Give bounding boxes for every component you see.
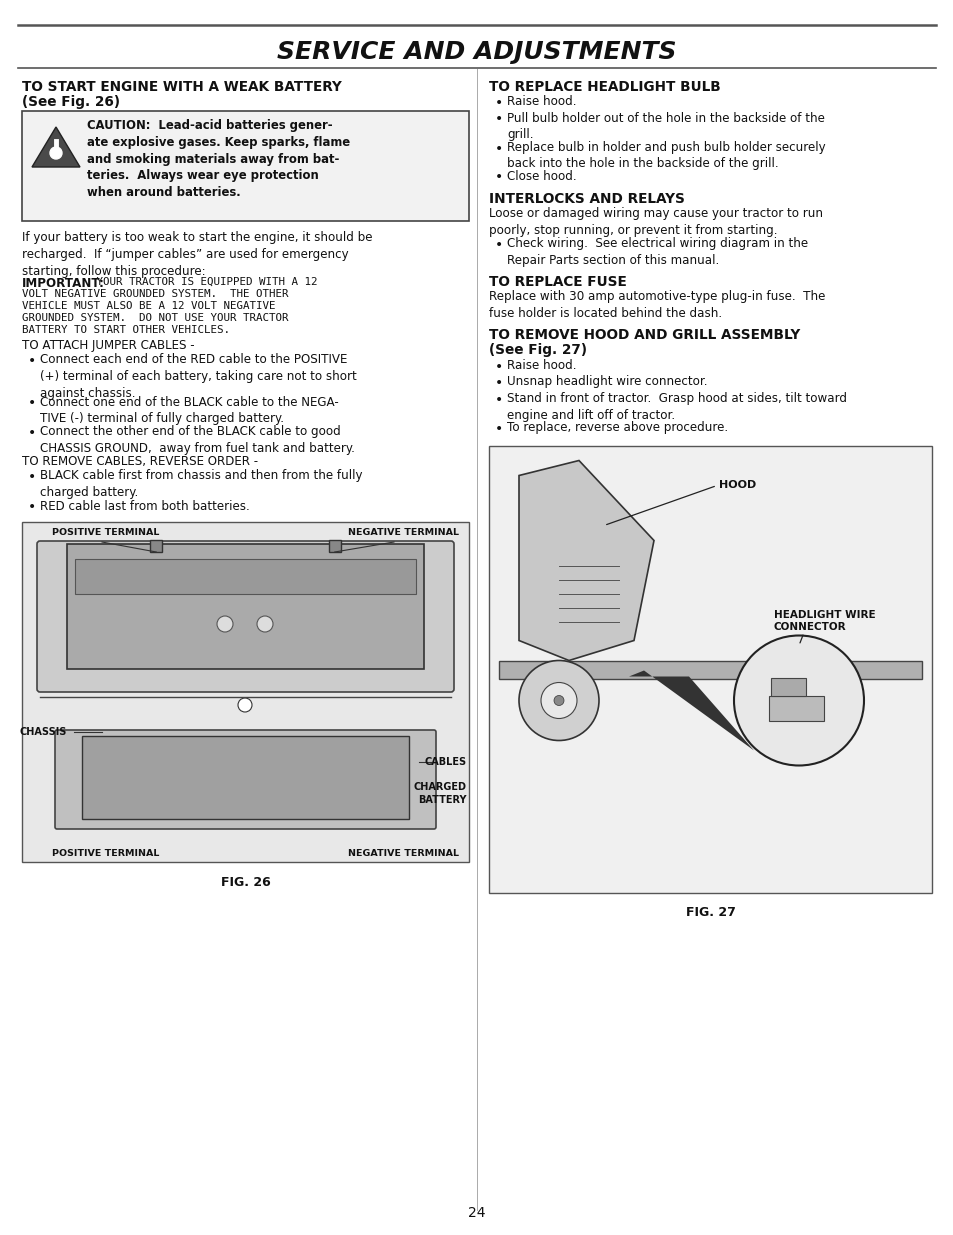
Text: Replace bulb in holder and push bulb holder securely
back into the hole in the b: Replace bulb in holder and push bulb hol… (506, 141, 824, 170)
Text: If your battery is too weak to start the engine, it should be
recharged.  If “ju: If your battery is too weak to start the… (22, 231, 372, 278)
Bar (329, 540, 340, 552)
FancyBboxPatch shape (55, 730, 436, 829)
Text: VEHICLE MUST ALSO BE A 12 VOLT NEGATIVE: VEHICLE MUST ALSO BE A 12 VOLT NEGATIVE (22, 301, 275, 311)
Text: CHASSIS: CHASSIS (20, 727, 68, 737)
Text: Stand in front of tractor.  Grasp hood at sides, tilt toward
engine and lift off: Stand in front of tractor. Grasp hood at… (506, 391, 846, 422)
Text: VOLT NEGATIVE GROUNDED SYSTEM.  THE OTHER: VOLT NEGATIVE GROUNDED SYSTEM. THE OTHER (22, 289, 288, 299)
Text: GROUNDED SYSTEM.  DO NOT USE YOUR TRACTOR: GROUNDED SYSTEM. DO NOT USE YOUR TRACTOR (22, 312, 288, 324)
Bar (22, 522, 469, 862)
Text: FIG. 27: FIG. 27 (685, 906, 735, 920)
Text: RED cable last from both batteries.: RED cable last from both batteries. (40, 499, 250, 513)
Text: NEGATIVE TERMINAL: NEGATIVE TERMINAL (348, 529, 458, 537)
Text: Connect the other end of the BLACK cable to good
CHASSIS GROUND,  away from fuel: Connect the other end of the BLACK cable… (40, 426, 355, 456)
Circle shape (237, 698, 252, 713)
Circle shape (518, 661, 598, 741)
Bar (498, 661, 921, 678)
Text: •: • (495, 377, 503, 390)
Text: CHARGED: CHARGED (414, 782, 467, 792)
Bar (82, 736, 409, 819)
Text: Close hood.: Close hood. (506, 169, 576, 183)
Text: 24: 24 (468, 1207, 485, 1220)
Text: BLACK cable first from chassis and then from the fully
charged battery.: BLACK cable first from chassis and then … (40, 469, 362, 499)
Text: Replace with 30 amp automotive-type plug-in fuse.  The
fuse holder is located be: Replace with 30 amp automotive-type plug… (489, 290, 824, 320)
Text: Connect each end of the RED cable to the POSITIVE
(+) terminal of each battery, : Connect each end of the RED cable to the… (40, 353, 356, 400)
Circle shape (50, 147, 62, 159)
Text: (See Fig. 27): (See Fig. 27) (489, 343, 586, 357)
Text: Loose or damaged wiring may cause your tractor to run
poorly, stop running, or p: Loose or damaged wiring may cause your t… (489, 207, 822, 237)
Text: •: • (495, 96, 503, 110)
Circle shape (540, 683, 577, 719)
Bar (768, 695, 823, 720)
Text: SERVICE AND ADJUSTMENTS: SERVICE AND ADJUSTMENTS (277, 40, 676, 64)
Text: IMPORTANT:: IMPORTANT: (22, 277, 105, 290)
Text: FIG. 26: FIG. 26 (220, 876, 270, 889)
Text: Unsnap headlight wire connector.: Unsnap headlight wire connector. (506, 375, 707, 389)
Text: POSITIVE TERMINAL: POSITIVE TERMINAL (52, 848, 159, 858)
Bar (67, 543, 423, 669)
Circle shape (733, 636, 863, 766)
Bar (770, 678, 805, 695)
Text: Raise hood.: Raise hood. (506, 359, 576, 372)
Text: TO REMOVE CABLES, REVERSE ORDER -: TO REMOVE CABLES, REVERSE ORDER - (22, 456, 258, 468)
Text: YOUR TRACTOR IS EQUIPPED WITH A 12: YOUR TRACTOR IS EQUIPPED WITH A 12 (90, 277, 317, 287)
Text: •: • (28, 471, 36, 484)
Text: •: • (495, 359, 503, 374)
Polygon shape (628, 671, 753, 751)
Text: TO REPLACE FUSE: TO REPLACE FUSE (489, 275, 626, 289)
Text: •: • (28, 500, 36, 515)
Text: •: • (495, 142, 503, 156)
Text: POSITIVE TERMINAL: POSITIVE TERMINAL (52, 529, 159, 537)
Circle shape (216, 616, 233, 632)
Text: •: • (28, 426, 36, 441)
Text: CABLES: CABLES (424, 757, 467, 767)
FancyBboxPatch shape (37, 541, 454, 692)
Text: HOOD: HOOD (719, 480, 756, 490)
Text: CONNECTOR: CONNECTOR (773, 622, 845, 632)
Text: Pull bulb holder out of the hole in the backside of the
grill.: Pull bulb holder out of the hole in the … (506, 111, 824, 141)
Text: (See Fig. 26): (See Fig. 26) (22, 95, 120, 109)
Text: INTERLOCKS AND RELAYS: INTERLOCKS AND RELAYS (489, 191, 684, 206)
Text: CAUTION:  Lead-acid batteries gener-
ate explosive gases. Keep sparks, flame
and: CAUTION: Lead-acid batteries gener- ate … (87, 119, 350, 199)
Text: To replace, reverse above procedure.: To replace, reverse above procedure. (506, 421, 727, 433)
Text: •: • (28, 354, 36, 368)
Circle shape (256, 616, 273, 632)
Text: Connect one end of the BLACK cable to the NEGA-
TIVE (-) terminal of fully charg: Connect one end of the BLACK cable to th… (40, 395, 338, 425)
Polygon shape (518, 461, 654, 661)
Text: •: • (495, 170, 503, 184)
Text: Check wiring.  See electrical wiring diagram in the
Repair Parts section of this: Check wiring. See electrical wiring diag… (506, 237, 807, 267)
Bar (75, 559, 416, 594)
Text: •: • (28, 396, 36, 410)
Text: •: • (495, 238, 503, 252)
Text: TO REPLACE HEADLIGHT BULB: TO REPLACE HEADLIGHT BULB (489, 80, 720, 94)
Text: HEADLIGHT WIRE: HEADLIGHT WIRE (773, 610, 875, 620)
Text: Raise hood.: Raise hood. (506, 95, 576, 107)
Text: TO ATTACH JUMPER CABLES -: TO ATTACH JUMPER CABLES - (22, 338, 194, 352)
Bar (150, 540, 162, 552)
Circle shape (554, 695, 563, 705)
Text: •: • (495, 422, 503, 436)
Text: •: • (495, 112, 503, 126)
Text: NEGATIVE TERMINAL: NEGATIVE TERMINAL (348, 848, 458, 858)
Text: BATTERY TO START OTHER VEHICLES.: BATTERY TO START OTHER VEHICLES. (22, 325, 230, 335)
Text: TO START ENGINE WITH A WEAK BATTERY: TO START ENGINE WITH A WEAK BATTERY (22, 80, 341, 94)
Text: TO REMOVE HOOD AND GRILL ASSEMBLY: TO REMOVE HOOD AND GRILL ASSEMBLY (489, 329, 800, 342)
Polygon shape (32, 127, 80, 167)
Text: BATTERY: BATTERY (418, 795, 467, 805)
Text: •: • (495, 393, 503, 408)
Bar (22, 111, 469, 221)
Bar (489, 446, 931, 893)
